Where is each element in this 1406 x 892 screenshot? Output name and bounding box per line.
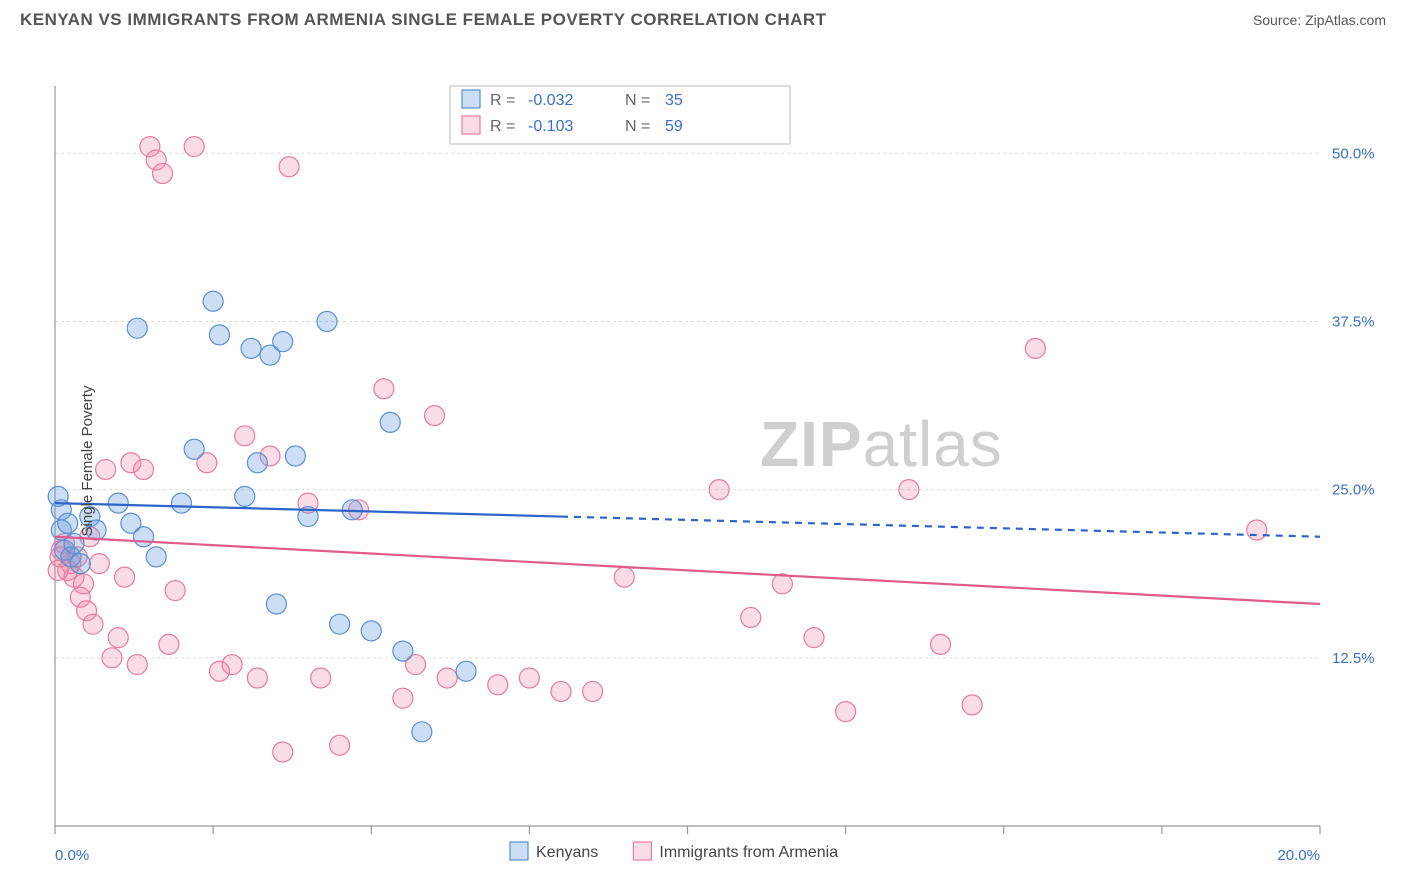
x-tick-label: 20.0% xyxy=(1277,847,1320,864)
data-point xyxy=(184,137,204,157)
y-tick-label: 50.0% xyxy=(1332,145,1375,162)
data-point xyxy=(330,614,350,634)
data-point xyxy=(551,681,571,701)
y-axis-label: Single Female Poverty xyxy=(79,386,96,537)
data-point xyxy=(273,332,293,352)
data-point xyxy=(89,554,109,574)
legend-series-label: Immigrants from Armenia xyxy=(659,844,838,861)
legend-swatch xyxy=(462,90,480,108)
data-point xyxy=(266,594,286,614)
legend-r-label: R = xyxy=(490,118,515,135)
data-point xyxy=(899,480,919,500)
data-point xyxy=(127,655,147,675)
data-point xyxy=(134,459,154,479)
data-point xyxy=(146,547,166,567)
data-point xyxy=(241,338,261,358)
data-point xyxy=(235,486,255,506)
data-point xyxy=(108,493,128,513)
data-point xyxy=(247,668,267,688)
data-point xyxy=(96,459,116,479)
y-tick-label: 37.5% xyxy=(1332,313,1375,330)
data-point xyxy=(222,655,242,675)
watermark: ZIPatlas xyxy=(760,408,1003,480)
data-point xyxy=(58,513,78,533)
data-point xyxy=(184,439,204,459)
data-point xyxy=(519,668,539,688)
data-point xyxy=(962,695,982,715)
legend-swatch xyxy=(510,842,528,860)
data-point xyxy=(165,581,185,601)
data-point xyxy=(614,567,634,587)
data-point xyxy=(1247,520,1267,540)
data-point xyxy=(393,641,413,661)
data-point xyxy=(330,735,350,755)
data-point xyxy=(583,681,603,701)
data-point xyxy=(836,702,856,722)
legend-swatch xyxy=(462,116,480,134)
data-point xyxy=(209,325,229,345)
legend-n-label: N = xyxy=(625,118,650,135)
data-point xyxy=(317,311,337,331)
data-point xyxy=(311,668,331,688)
legend-r-label: R = xyxy=(490,92,515,109)
data-point xyxy=(393,688,413,708)
legend-r-value: -0.103 xyxy=(528,118,573,135)
data-point xyxy=(172,493,192,513)
data-point xyxy=(153,163,173,183)
data-point xyxy=(361,621,381,641)
data-point xyxy=(247,453,267,473)
trend-line-dashed xyxy=(561,517,1320,537)
chart-container: Single Female Poverty 12.5% 25.0% 37.5% 50.… xyxy=(0,36,1406,886)
data-point xyxy=(709,480,729,500)
x-tick-label: 0.0% xyxy=(55,847,89,864)
data-point xyxy=(488,675,508,695)
data-point xyxy=(159,634,179,654)
data-point xyxy=(108,628,128,648)
data-point xyxy=(437,668,457,688)
data-point xyxy=(134,527,154,547)
legend-n-value: 35 xyxy=(665,92,683,109)
data-point xyxy=(273,742,293,762)
legend-r-value: -0.032 xyxy=(528,92,573,109)
scatter-chart: 12.5% 25.0% 37.5% 50.0% 0.0% 20.0% ZIPatlas R =… xyxy=(0,36,1406,886)
y-tick-label: 25.0% xyxy=(1332,482,1375,499)
data-point xyxy=(235,426,255,446)
trend-line xyxy=(55,537,1320,604)
data-point xyxy=(425,406,445,426)
data-point xyxy=(931,634,951,654)
data-point xyxy=(115,567,135,587)
data-point xyxy=(102,648,122,668)
data-point xyxy=(203,291,223,311)
data-point xyxy=(374,379,394,399)
legend-swatch xyxy=(633,842,651,860)
data-point xyxy=(380,412,400,432)
legend-n-value: 59 xyxy=(665,118,683,135)
data-point xyxy=(127,318,147,338)
data-point xyxy=(279,157,299,177)
data-point xyxy=(456,661,476,681)
y-tick-label: 12.5% xyxy=(1332,650,1375,667)
legend-series-label: Kenyans xyxy=(536,844,598,861)
data-point xyxy=(73,574,93,594)
data-point xyxy=(412,722,432,742)
data-point xyxy=(804,628,824,648)
data-point xyxy=(83,614,103,634)
chart-title: KENYAN VS IMMIGRANTS FROM ARMENIA SINGLE… xyxy=(20,10,827,30)
source-label: Source: ZipAtlas.com xyxy=(1253,12,1386,28)
data-point xyxy=(741,607,761,627)
data-point xyxy=(285,446,305,466)
legend-n-label: N = xyxy=(625,92,650,109)
data-point xyxy=(70,554,90,574)
data-point xyxy=(1025,338,1045,358)
